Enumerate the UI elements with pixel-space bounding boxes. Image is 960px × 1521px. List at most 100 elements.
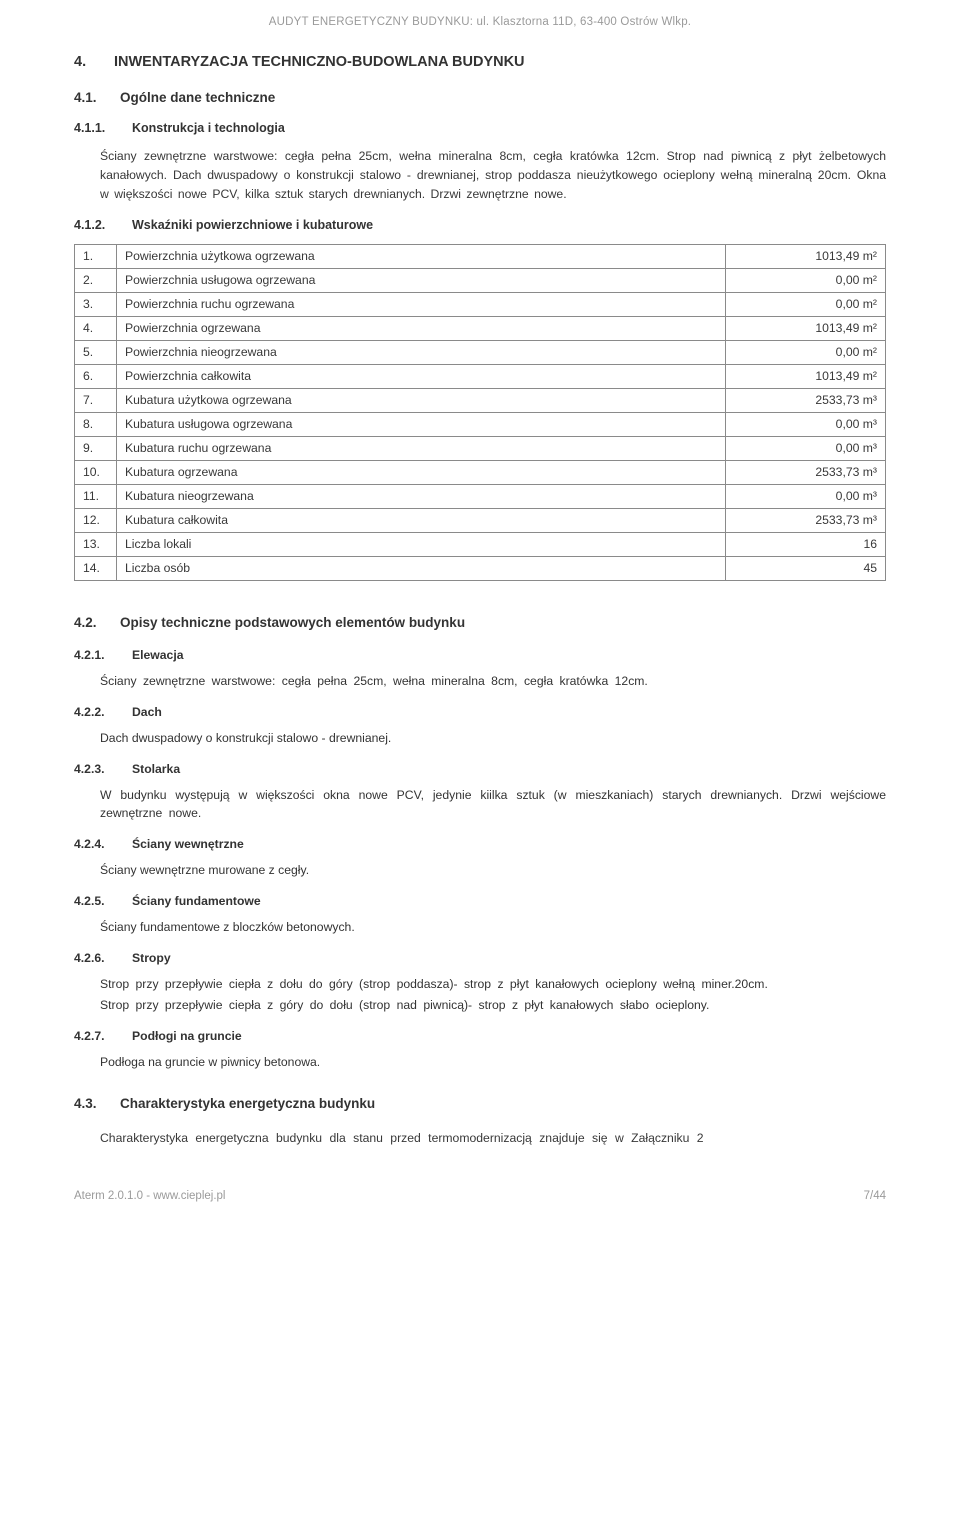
- section-4-1-1-text: Ściany zewnętrzne warstwowe: cegła pełna…: [100, 147, 886, 204]
- subsection-number: 4.2.6.: [74, 951, 132, 965]
- row-label: Kubatura całkowita: [117, 508, 726, 532]
- subsection-number: 4.2.2.: [74, 705, 132, 719]
- row-label: Kubatura usługowa ogrzewana: [117, 412, 726, 436]
- table-row: 11.Kubatura nieogrzewana0,00 m³: [75, 484, 886, 508]
- row-index: 3.: [75, 292, 117, 316]
- subsection-text: W budynku występują w większości okna no…: [100, 786, 886, 824]
- row-index: 13.: [75, 532, 117, 556]
- subsection-text: Ściany wewnętrzne murowane z cegły.: [100, 861, 886, 880]
- section-4-2-heading: 4.2.Opisy techniczne podstawowych elemen…: [74, 615, 886, 630]
- row-label: Kubatura użytkowa ogrzewana: [117, 388, 726, 412]
- row-value: 0,00 m²: [726, 292, 886, 316]
- subsection-heading: 4.2.2.Dach: [74, 705, 886, 719]
- subsection-heading: 4.2.1.Elewacja: [74, 648, 886, 662]
- subsection-text: Dach dwuspadowy o konstrukcji stalowo - …: [100, 729, 886, 748]
- section-4-1-2-title: Wskaźniki powierzchniowe i kubaturowe: [132, 218, 373, 232]
- subsection-heading: 4.2.5.Ściany fundamentowe: [74, 894, 886, 908]
- row-index: 7.: [75, 388, 117, 412]
- section-4-title: INWENTARYZACJA TECHNICZNO-BUDOWLANA BUDY…: [114, 54, 525, 70]
- row-value: 0,00 m³: [726, 484, 886, 508]
- section-4-3-heading: 4.3.Charakterystyka energetyczna budynku: [74, 1096, 886, 1111]
- row-index: 8.: [75, 412, 117, 436]
- page-footer: Aterm 2.0.1.0 - www.cieplej.pl 7/44: [74, 1190, 886, 1202]
- subsection-number: 4.2.7.: [74, 1029, 132, 1043]
- subsection-heading: 4.2.6.Stropy: [74, 951, 886, 965]
- subsection-heading: 4.2.7.Podłogi na gruncie: [74, 1029, 886, 1043]
- subsection-text: Ściany fundamentowe z bloczków betonowyc…: [100, 918, 886, 937]
- section-4-2-number: 4.2.: [74, 615, 120, 630]
- row-value: 0,00 m³: [726, 436, 886, 460]
- table-row: 4.Powierzchnia ogrzewana1013,49 m²: [75, 316, 886, 340]
- row-value: 1013,49 m²: [726, 244, 886, 268]
- row-label: Kubatura ogrzewana: [117, 460, 726, 484]
- section-4-1-1-number: 4.1.1.: [74, 121, 132, 135]
- subsection-number: 4.2.3.: [74, 762, 132, 776]
- row-label: Kubatura ruchu ogrzewana: [117, 436, 726, 460]
- section-4-1-2-number: 4.1.2.: [74, 218, 132, 232]
- section-4-1-title: Ogólne dane techniczne: [120, 90, 275, 105]
- row-label: Powierzchnia ogrzewana: [117, 316, 726, 340]
- table-row: 6.Powierzchnia całkowita1013,49 m²: [75, 364, 886, 388]
- subsection: 4.2.3.Stolarka W budynku występują w więk…: [74, 762, 886, 824]
- row-value: 45: [726, 556, 886, 580]
- subsection-title: Stolarka: [132, 762, 180, 776]
- subsection-title: Elewacja: [132, 648, 184, 662]
- row-index: 11.: [75, 484, 117, 508]
- section-4-1-number: 4.1.: [74, 90, 120, 105]
- section-4-3-number: 4.3.: [74, 1096, 120, 1111]
- table-row: 1.Powierzchnia użytkowa ogrzewana1013,49…: [75, 244, 886, 268]
- subsection-title: Stropy: [132, 951, 171, 965]
- subsection: 4.2.4.Ściany wewnętrzneŚciany wewnętrzne…: [74, 837, 886, 880]
- indicators-table: 1.Powierzchnia użytkowa ogrzewana1013,49…: [74, 244, 886, 581]
- row-index: 9.: [75, 436, 117, 460]
- row-value: 2533,73 m³: [726, 388, 886, 412]
- row-label: Powierzchnia nieogrzewana: [117, 340, 726, 364]
- subsection-number: 4.2.1.: [74, 648, 132, 662]
- row-value: 2533,73 m³: [726, 460, 886, 484]
- table-row: 10.Kubatura ogrzewana2533,73 m³: [75, 460, 886, 484]
- row-label: Powierzchnia całkowita: [117, 364, 726, 388]
- subsection-title: Dach: [132, 705, 162, 719]
- table-row: 7.Kubatura użytkowa ogrzewana2533,73 m³: [75, 388, 886, 412]
- row-value: 1013,49 m²: [726, 364, 886, 388]
- table-row: 12.Kubatura całkowita2533,73 m³: [75, 508, 886, 532]
- section-4-1-2-heading: 4.1.2.Wskaźniki powierzchniowe i kubatur…: [74, 218, 886, 232]
- subsection: 4.2.7.Podłogi na gruncie Podłoga na grunc…: [74, 1029, 886, 1072]
- subsection-number: 4.2.4.: [74, 837, 132, 851]
- row-value: 0,00 m²: [726, 268, 886, 292]
- subsection-text: Ściany zewnętrzne warstwowe: cegła pełna…: [100, 672, 886, 691]
- table-row: 2.Powierzchnia usługowa ogrzewana0,00 m²: [75, 268, 886, 292]
- table-row: 3.Powierzchnia ruchu ogrzewana0,00 m²: [75, 292, 886, 316]
- subsection-title: Ściany wewnętrzne: [132, 837, 244, 851]
- subsection: 4.2.2.Dach Dach dwuspadowy o konstrukcji …: [74, 705, 886, 748]
- document-page: AUDYT ENERGETYCZNY BUDYNKU: ul. Klasztor…: [0, 0, 960, 1216]
- subsection-heading: 4.2.3.Stolarka: [74, 762, 886, 776]
- subsection-heading: 4.2.4.Ściany wewnętrzne: [74, 837, 886, 851]
- subsection: 4.2.6.Stropy Strop przy przepływie ciepła…: [74, 951, 886, 1015]
- table-row: 8.Kubatura usługowa ogrzewana0,00 m³: [75, 412, 886, 436]
- row-index: 1.: [75, 244, 117, 268]
- row-index: 10.: [75, 460, 117, 484]
- section-4-1-1-title: Konstrukcja i technologia: [132, 121, 285, 135]
- subsection-text: Strop przy przepływie ciepła z dołu do g…: [100, 975, 886, 994]
- section-4-1-heading: 4.1.Ogólne dane techniczne: [74, 90, 886, 105]
- subsection: 4.2.1.Elewacja Ściany zewnętrzne warstwow…: [74, 648, 886, 691]
- subsection-text: Podłoga na gruncie w piwnicy betonowa.: [100, 1053, 886, 1072]
- row-label: Powierzchnia użytkowa ogrzewana: [117, 244, 726, 268]
- page-header: AUDYT ENERGETYCZNY BUDYNKU: ul. Klasztor…: [74, 16, 886, 28]
- footer-left: Aterm 2.0.1.0 - www.cieplej.pl: [74, 1190, 225, 1202]
- row-value: 0,00 m³: [726, 412, 886, 436]
- row-label: Powierzchnia ruchu ogrzewana: [117, 292, 726, 316]
- section-4-2-subsections: 4.2.1.Elewacja Ściany zewnętrzne warstwow…: [74, 648, 886, 1072]
- row-index: 14.: [75, 556, 117, 580]
- subsection: 4.2.5.Ściany fundamentowe Ściany fundamen…: [74, 894, 886, 937]
- table-row: 13.Liczba lokali16: [75, 532, 886, 556]
- row-value: 2533,73 m³: [726, 508, 886, 532]
- subsection-text: Strop przy przepływie ciepła z góry do d…: [100, 996, 886, 1015]
- section-4-3-title: Charakterystyka energetyczna budynku: [120, 1096, 375, 1111]
- subsection-number: 4.2.5.: [74, 894, 132, 908]
- row-label: Kubatura nieogrzewana: [117, 484, 726, 508]
- row-label: Liczba lokali: [117, 532, 726, 556]
- row-value: 16: [726, 532, 886, 556]
- footer-page-number: 7/44: [864, 1190, 886, 1202]
